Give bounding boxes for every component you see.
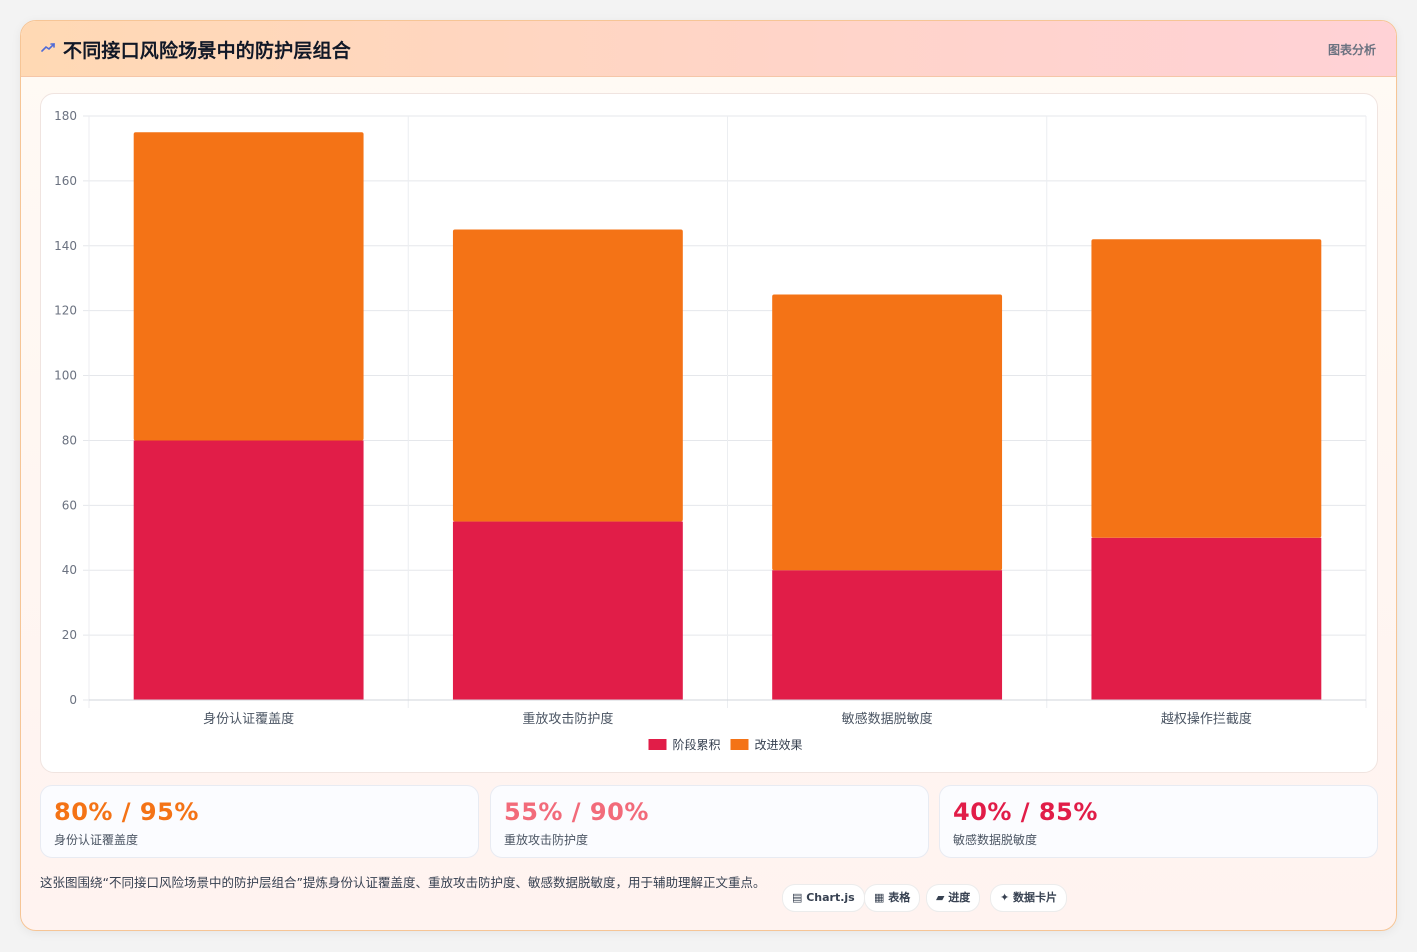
y-tick-label: 140 <box>54 239 77 253</box>
bar-improvement <box>133 132 364 441</box>
x-tick-label: 越权操作拦截度 <box>1161 711 1252 727</box>
bar-stage-cumulative <box>452 521 683 700</box>
stat-value: 80% / 95% <box>54 798 199 826</box>
y-tick-label: 80 <box>62 433 77 447</box>
y-tick-label: 20 <box>62 628 77 642</box>
bar-improvement <box>452 229 683 522</box>
stat-label: 重放攻击防护度 <box>504 833 589 847</box>
chip-progress[interactable]: ▰ 进度 <box>926 884 981 912</box>
legend-swatch <box>730 739 749 750</box>
chart-card: 不同接口风险场景中的防护层组合 图表分析 0 20 40 60 80 100 120 140 1… <box>20 20 1397 931</box>
bar-stage-cumulative <box>1091 537 1322 700</box>
header-tag: 图表分析 <box>1327 43 1376 57</box>
stat-value: 55% / 90% <box>504 798 649 826</box>
bar-stage-cumulative <box>133 440 364 700</box>
y-tick-label: 60 <box>62 498 77 512</box>
legend-label: 改进效果 <box>755 737 803 752</box>
y-tick-label: 0 <box>69 693 77 707</box>
stacked-bar-chart: 0 20 40 60 80 100 120 140 160 180 身份认证覆盖度 重放攻击防护度 敏感… <box>54 109 1367 752</box>
chart-panel: 0 20 40 60 80 100 120 140 160 180 身份认证覆盖度 重放攻击防护度 敏感… <box>40 93 1378 773</box>
y-tick-label: 180 <box>54 109 77 123</box>
bar-improvement <box>772 294 1003 571</box>
chip-table[interactable]: ▦ 表格 <box>864 884 921 912</box>
legend-swatch <box>648 739 667 750</box>
x-tick-label: 敏感数据脱敏度 <box>842 711 933 727</box>
card-header: 不同接口风险场景中的防护层组合 图表分析 <box>21 21 1396 77</box>
y-tick-label: 100 <box>54 369 77 383</box>
stat-card-1: 80% / 95% 身份认证覆盖度 <box>40 785 479 858</box>
stat-card-3: 40% / 85% 敏感数据脱敏度 <box>939 785 1378 858</box>
stat-label: 身份认证覆盖度 <box>54 833 139 847</box>
chip-chartjs[interactable]: ▤ Chart.js <box>782 884 865 912</box>
page-title: 不同接口风险场景中的防护层组合 <box>63 40 352 62</box>
x-tick-label: 身份认证覆盖度 <box>203 711 294 727</box>
bar-stage-cumulative <box>772 570 1003 700</box>
x-tick-label: 重放攻击防护度 <box>522 711 613 727</box>
y-tick-label: 120 <box>54 304 77 318</box>
bar-improvement <box>1091 239 1322 538</box>
y-tick-label: 40 <box>62 563 77 577</box>
chip-data-card[interactable]: ✦ 数据卡片 <box>990 884 1068 912</box>
stat-card-2: 55% / 90% 重放攻击防护度 <box>490 785 929 858</box>
stat-value: 40% / 85% <box>953 798 1098 826</box>
stat-label: 敏感数据脱敏度 <box>953 833 1038 847</box>
y-tick-label: 160 <box>54 174 77 188</box>
trend-icon <box>41 43 55 52</box>
legend-label: 阶段累积 <box>673 737 721 752</box>
chart-description: 这张图围绕“不同接口风险场景中的防护层组合”提炼身份认证覆盖度、重放攻击防护度、… <box>40 875 766 890</box>
